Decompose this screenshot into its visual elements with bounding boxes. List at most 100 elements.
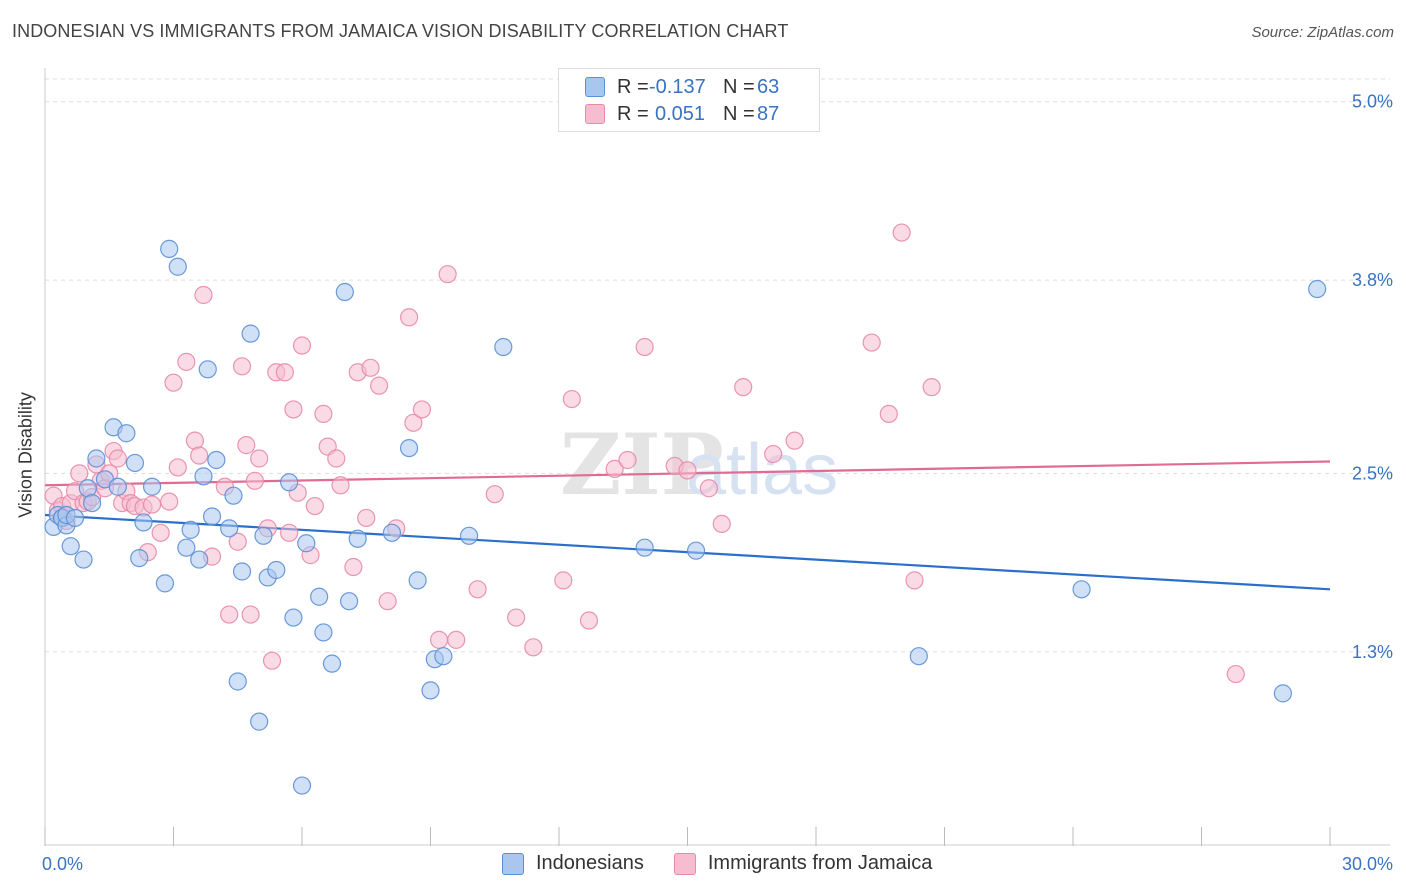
data-point-indonesian (909, 647, 928, 666)
legend-r-value: -0.137 (649, 75, 706, 98)
data-point-jamaica (160, 492, 179, 511)
data-point-indonesian (241, 324, 260, 343)
data-point-indonesian (74, 550, 93, 569)
data-point-indonesian (190, 550, 209, 569)
data-point-jamaica (605, 459, 624, 479)
data-point-jamaica (412, 400, 432, 419)
data-point-jamaica (892, 223, 911, 242)
data-point-indonesian (177, 538, 196, 557)
data-point-jamaica (1226, 664, 1245, 684)
data-point-jamaica (429, 630, 449, 649)
data-point-jamaica (879, 404, 898, 424)
data-point-indonesian (61, 537, 80, 556)
data-point-jamaica (292, 336, 312, 355)
data-point-jamaica (241, 605, 260, 624)
data-point-jamaica (151, 523, 170, 542)
data-points (44, 223, 1327, 795)
data-point-jamaica (699, 479, 719, 498)
data-point-jamaica (168, 458, 187, 477)
data-point-indonesian (168, 257, 187, 276)
data-point-indonesian (280, 473, 299, 492)
data-point-indonesian (142, 477, 162, 496)
data-point-indonesian (292, 776, 312, 795)
data-point-jamaica (194, 285, 213, 305)
data-point-jamaica (524, 638, 543, 657)
data-point-indonesian (108, 477, 127, 496)
series-swatch-pink (673, 852, 696, 875)
data-point-indonesian (250, 712, 269, 731)
legend-n-value: 87 (757, 102, 780, 125)
x-tick-label: 30.0% (1342, 854, 1393, 874)
watermark: ZIP atlas (560, 415, 838, 514)
data-point-jamaica (764, 444, 783, 464)
data-point-indonesian (310, 587, 329, 606)
legend-r-value: 0.051 (655, 102, 706, 125)
data-point-jamaica (220, 605, 239, 624)
data-point-jamaica (438, 265, 457, 284)
tick-labels: 1.3% 2.5% 3.8% 5.0% 0.0% 30.0% (42, 92, 1393, 874)
data-point-indonesian (1273, 684, 1292, 703)
data-point-indonesian (87, 449, 106, 468)
data-point-jamaica (862, 333, 881, 352)
data-point-jamaica (108, 449, 127, 468)
data-point-indonesian (494, 337, 513, 357)
data-point-jamaica (177, 352, 196, 371)
data-point-indonesian (134, 513, 153, 532)
data-point-jamaica (554, 571, 573, 590)
data-point-indonesian (1072, 580, 1091, 599)
data-point-indonesian (267, 560, 286, 580)
legend-swatch-pink (585, 104, 605, 124)
data-point-indonesian (382, 523, 402, 542)
data-point-indonesian (65, 508, 85, 528)
series-legend-indonesians: Indonesians (502, 852, 644, 875)
data-point-indonesian (232, 562, 252, 581)
y-tick-label: 5.0% (1352, 92, 1393, 112)
series-swatch-blue (502, 852, 524, 875)
legend-n-label: N = (723, 75, 755, 98)
data-point-jamaica (284, 400, 303, 419)
correlation-legend: R = -0.137 N = 63 R = 0.051 N = 87 (558, 68, 820, 132)
legend-swatch-blue (585, 77, 605, 97)
data-point-indonesian (399, 438, 419, 458)
data-point-jamaica (905, 571, 924, 590)
data-point-indonesian (220, 519, 239, 538)
data-point-jamaica (485, 485, 504, 504)
data-point-jamaica (618, 450, 637, 470)
data-point-indonesian (160, 239, 179, 258)
data-point-indonesian (224, 486, 243, 505)
data-point-indonesian (434, 647, 453, 666)
data-point-jamaica (507, 608, 526, 627)
y-axis-label: Vision Disability (15, 392, 36, 518)
data-point-jamaica (280, 523, 299, 542)
data-point-jamaica (399, 308, 419, 327)
axes (44, 68, 1390, 846)
data-point-indonesian (155, 574, 175, 593)
data-point-jamaica (734, 378, 753, 397)
data-point-indonesian (202, 507, 222, 526)
data-point-indonesian (117, 424, 136, 443)
data-point-jamaica (370, 376, 389, 395)
data-point-indonesian (83, 493, 102, 513)
x-tick-label: 0.0% (42, 854, 83, 874)
data-point-jamaica (232, 357, 252, 376)
data-point-indonesian (130, 548, 149, 568)
data-point-jamaica (785, 431, 804, 450)
data-point-jamaica (190, 446, 209, 465)
data-point-jamaica (678, 461, 697, 480)
data-point-indonesian (335, 282, 354, 302)
data-point-indonesian (421, 681, 440, 700)
legend-r-label: R = (617, 75, 649, 98)
data-point-jamaica (228, 532, 247, 551)
data-point-jamaica (245, 471, 264, 490)
data-point-jamaica (250, 449, 269, 468)
data-point-indonesian (686, 541, 706, 560)
source-label: Source: ZipAtlas.com (1251, 24, 1394, 41)
series-label-indonesians: Indonesians (536, 852, 644, 874)
data-point-jamaica (579, 611, 599, 630)
legend-n-value: 63 (757, 75, 780, 98)
data-point-indonesian (207, 450, 226, 470)
data-point-jamaica (142, 495, 162, 514)
data-point-jamaica (447, 630, 466, 649)
data-point-jamaica (922, 378, 941, 397)
